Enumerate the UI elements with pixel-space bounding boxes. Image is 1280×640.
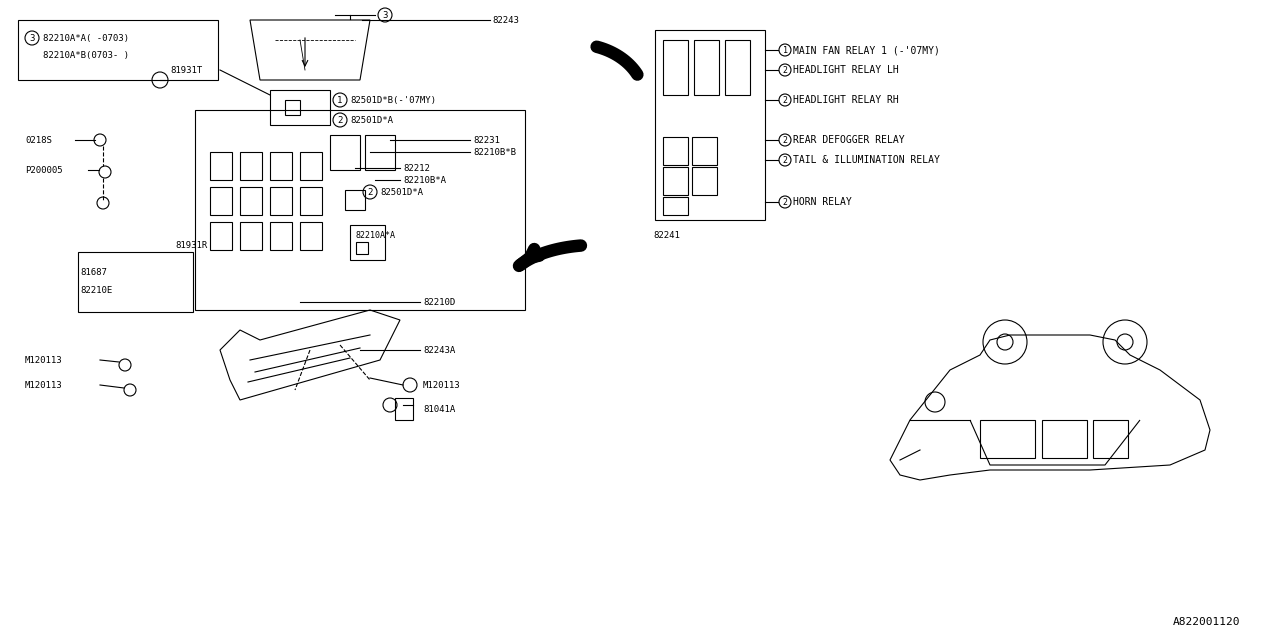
Text: 82210A*A: 82210A*A [355, 230, 396, 239]
Text: 82501D*A: 82501D*A [349, 115, 393, 125]
Bar [663, 197, 689, 215]
Bar [1093, 420, 1128, 458]
Bar [270, 187, 292, 215]
Bar [663, 137, 689, 165]
Bar [365, 135, 396, 170]
Text: 2: 2 [338, 115, 343, 125]
Text: 2: 2 [782, 198, 787, 207]
Text: 82210A*B(0703- ): 82210A*B(0703- ) [44, 51, 129, 60]
Text: MAIN FAN RELAY 1 (-'07MY): MAIN FAN RELAY 1 (-'07MY) [794, 45, 940, 55]
Bar [663, 40, 689, 95]
Text: REAR DEFOGGER RELAY: REAR DEFOGGER RELAY [794, 135, 905, 145]
Text: 82501D*B(-'07MY): 82501D*B(-'07MY) [349, 95, 436, 104]
Text: 82241: 82241 [653, 230, 680, 239]
Text: 2: 2 [782, 156, 787, 164]
Text: 82210B*B: 82210B*B [474, 147, 516, 157]
Text: HORN RELAY: HORN RELAY [794, 197, 851, 207]
Bar [210, 187, 232, 215]
Bar [300, 152, 323, 180]
Bar [195, 110, 525, 310]
Text: 0218S: 0218S [26, 136, 52, 145]
Text: 81687: 81687 [81, 268, 106, 276]
Text: TAIL & ILLUMINATION RELAY: TAIL & ILLUMINATION RELAY [794, 155, 940, 165]
Text: 82243: 82243 [492, 15, 518, 24]
Bar [270, 152, 292, 180]
Bar [241, 222, 262, 250]
Bar [300, 222, 323, 250]
Bar [346, 190, 365, 210]
Text: 82210E: 82210E [81, 285, 113, 294]
Bar [300, 187, 323, 215]
Text: 82210D: 82210D [422, 298, 456, 307]
Bar [18, 20, 218, 80]
Text: 2: 2 [782, 136, 787, 145]
Bar [349, 225, 385, 260]
Text: 2: 2 [782, 65, 787, 74]
Text: 2: 2 [367, 188, 372, 196]
Bar [692, 167, 717, 195]
Bar [241, 187, 262, 215]
Bar [285, 100, 300, 115]
Bar [210, 152, 232, 180]
Text: 82231: 82231 [474, 136, 500, 145]
Bar [78, 252, 193, 312]
Bar [241, 152, 262, 180]
Text: 3: 3 [29, 33, 35, 42]
Text: 81931T: 81931T [170, 65, 202, 74]
Text: M120113: M120113 [422, 381, 461, 390]
Bar [356, 242, 369, 254]
Bar [270, 222, 292, 250]
Text: 82210B*A: 82210B*A [403, 175, 445, 184]
Text: 1: 1 [338, 95, 343, 104]
Bar [1042, 420, 1087, 458]
Text: HEADLIGHT RELAY RH: HEADLIGHT RELAY RH [794, 95, 899, 105]
Text: 81931R: 81931R [175, 241, 207, 250]
Text: 1: 1 [782, 45, 787, 54]
Bar [270, 90, 330, 125]
Text: HEADLIGHT RELAY LH: HEADLIGHT RELAY LH [794, 65, 899, 75]
Bar [655, 30, 765, 220]
Text: P200005: P200005 [26, 166, 63, 175]
Text: A822001120: A822001120 [1172, 617, 1240, 627]
Bar [210, 222, 232, 250]
Text: M120113: M120113 [26, 355, 63, 365]
Bar [980, 420, 1036, 458]
Text: M120113: M120113 [26, 381, 63, 390]
Text: 82243A: 82243A [422, 346, 456, 355]
Text: 3: 3 [383, 10, 388, 19]
Text: 82210A*A( -0703): 82210A*A( -0703) [44, 33, 129, 42]
Text: 82501D*A: 82501D*A [380, 188, 422, 196]
Text: 2: 2 [782, 95, 787, 104]
Text: 82212: 82212 [403, 163, 430, 173]
Bar [692, 137, 717, 165]
Text: 81041A: 81041A [422, 406, 456, 415]
Bar [724, 40, 750, 95]
Bar [396, 398, 413, 420]
Bar [694, 40, 719, 95]
Bar [330, 135, 360, 170]
Bar [663, 167, 689, 195]
